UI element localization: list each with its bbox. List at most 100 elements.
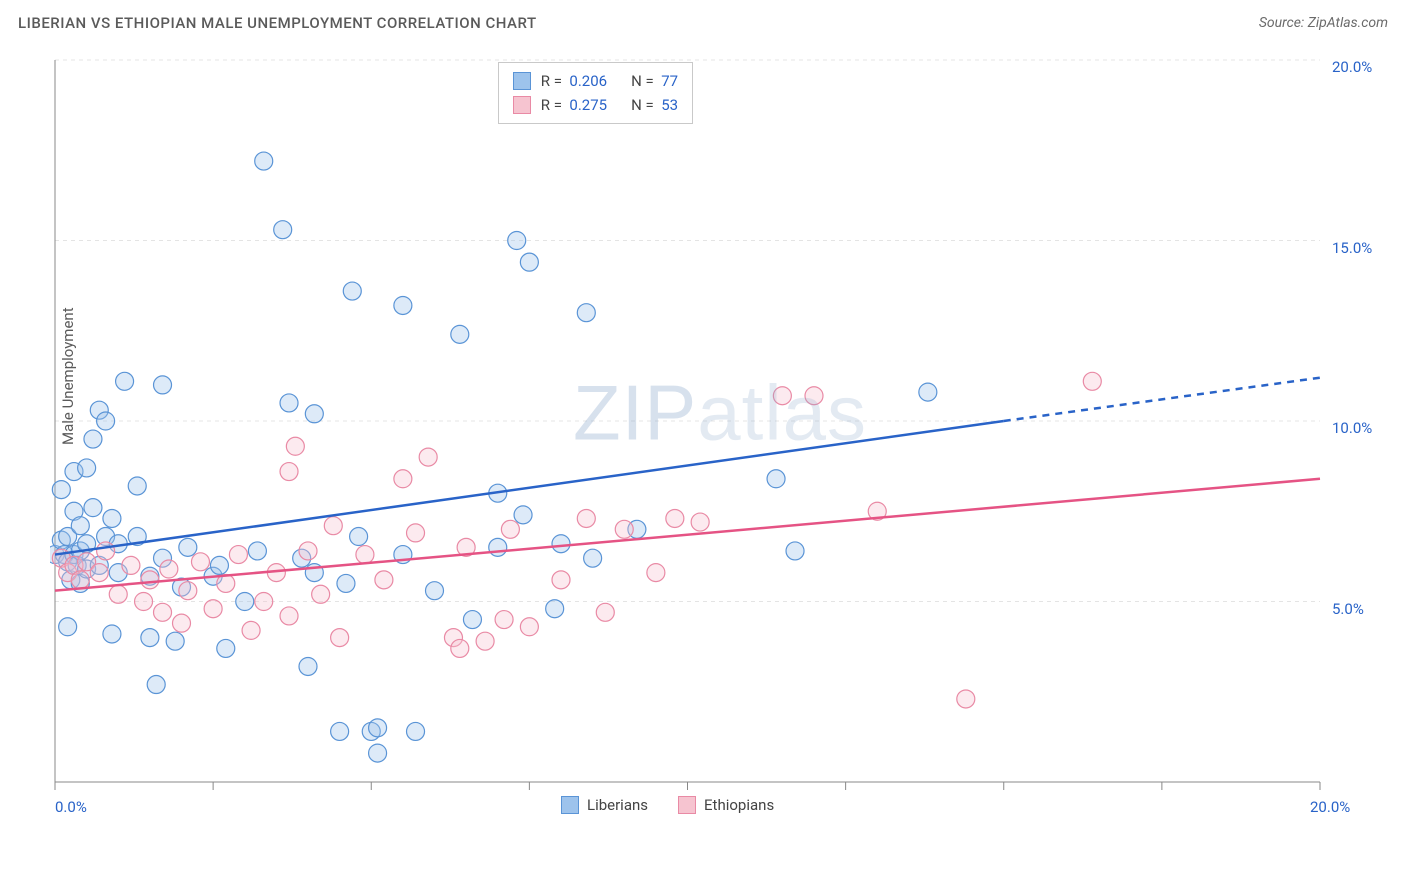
scatter-point [242,621,260,639]
legend-swatch [513,72,531,90]
scatter-point [476,632,494,650]
source-attribution: Source: ZipAtlas.com [1259,15,1388,31]
scatter-point [103,509,121,527]
trend-line [55,479,1320,591]
scatter-point [154,376,172,394]
scatter-point [286,437,304,455]
scatter-point [147,676,165,694]
scatter-point [805,387,823,405]
scatter-point [666,509,684,527]
scatter-point [419,448,437,466]
scatter-point [501,520,519,538]
x-tick-label: 20.0% [1310,798,1350,816]
scatter-point [369,719,387,737]
scatter-point [59,618,77,636]
scatter-point [489,538,507,556]
scatter-point [154,603,172,621]
trend-line-dashed [1004,378,1320,421]
scatter-point [135,593,153,611]
scatter-point [305,405,323,423]
legend-n: N = 77 [631,69,678,93]
scatter-point [350,528,368,546]
scatter-point [179,538,197,556]
scatter-point [312,585,330,603]
scatter-point [141,571,159,589]
scatter-point [71,517,89,535]
scatter-point [191,553,209,571]
scatter-point [324,517,342,535]
scatter-point [299,542,317,560]
y-tick-label: 10.0% [1332,419,1372,437]
y-tick-label: 15.0% [1332,239,1372,257]
scatter-point [84,430,102,448]
scatter-point [520,618,538,636]
scatter-point [331,722,349,740]
legend-series: Liberians Ethiopians [561,796,774,814]
scatter-point [166,632,184,650]
scatter-point [71,571,89,589]
scatter-point [274,221,292,239]
scatter-point [463,611,481,629]
scatter-point [577,509,595,527]
scatter-point [229,546,247,564]
scatter-point [78,459,96,477]
scatter-point [299,657,317,675]
legend-stats: R = 0.206 N = 77 R = 0.275 N = 53 [498,62,693,124]
legend-series-item: Liberians [561,796,648,814]
scatter-point [97,542,115,560]
scatter-point [116,372,134,390]
scatter-point [394,470,412,488]
scatter-point [407,722,425,740]
scatter-point [426,582,444,600]
scatter-point [179,582,197,600]
scatter-point [141,629,159,647]
scatter-point [514,506,532,524]
scatter-point [236,593,254,611]
scatter-point [615,520,633,538]
legend-swatch [561,796,579,814]
scatter-point [90,564,108,582]
scatter-point [407,524,425,542]
scatter-point [375,571,393,589]
scatter-point [596,603,614,621]
y-tick-label: 5.0% [1332,600,1364,618]
legend-r: R = 0.206 [541,69,607,93]
x-tick-label: 0.0% [55,798,87,816]
scatter-point [691,513,709,531]
scatter-point [451,325,469,343]
scatter-point [508,232,526,250]
scatter-point [767,470,785,488]
scatter-point [451,639,469,657]
scatter-point [1083,372,1101,390]
scatter-point [356,546,374,564]
scatter-point [957,690,975,708]
scatter-point [109,585,127,603]
legend-series-label: Liberians [587,796,648,814]
y-axis-label: Male Unemployment [59,307,77,445]
chart-title: LIBERIAN VS ETHIOPIAN MALE UNEMPLOYMENT … [18,14,537,32]
scatter-point [255,152,273,170]
scatter-point [577,304,595,322]
scatter-point [173,614,191,632]
scatter-point [160,560,178,578]
scatter-point [919,383,937,401]
scatter-point [97,412,115,430]
scatter-point [773,387,791,405]
legend-n: N = 53 [631,93,678,117]
scatter-point [552,535,570,553]
legend-r: R = 0.275 [541,93,607,117]
plot-area: Male Unemployment ZIPatlas R = 0.206N = … [50,50,1390,840]
scatter-point [122,556,140,574]
scatter-point [520,253,538,271]
scatter-point [369,744,387,762]
scatter-point [786,542,804,560]
scatter-point [394,296,412,314]
legend-series-label: Ethiopians [704,796,774,814]
scatter-point [647,564,665,582]
y-tick-label: 20.0% [1332,58,1372,76]
legend-stats-row: R = 0.206 N = 77 [513,69,678,93]
scatter-point [280,463,298,481]
legend-series-item: Ethiopians [678,796,774,814]
scatter-point [584,549,602,567]
scatter-point [255,593,273,611]
